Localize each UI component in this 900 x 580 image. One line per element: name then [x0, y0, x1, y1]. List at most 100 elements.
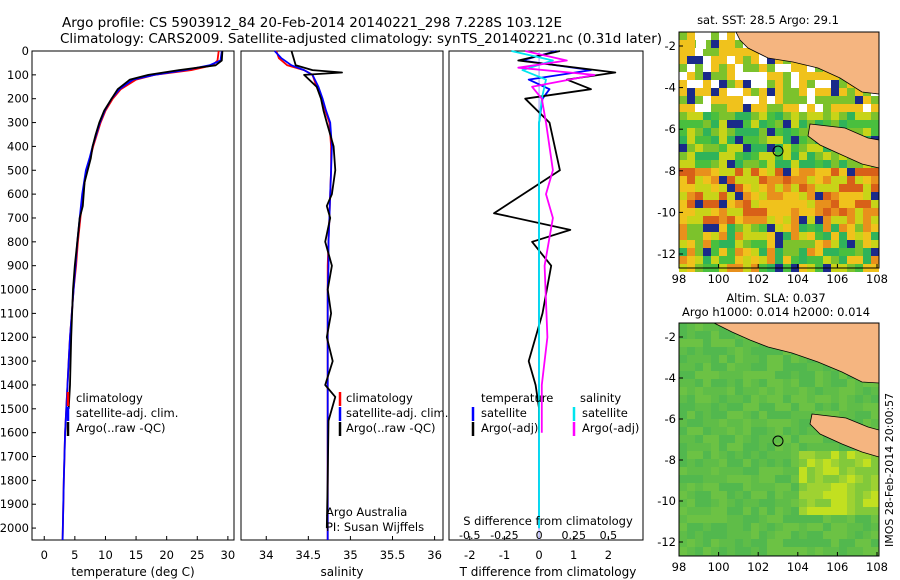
sst-cell: [847, 104, 855, 112]
sst-cell: [751, 208, 759, 216]
sst-cell: [871, 96, 879, 104]
sst-cell: [751, 184, 759, 192]
sla-cell: [791, 499, 799, 507]
sst-cell: [783, 168, 791, 176]
sst-cell: [767, 240, 775, 248]
sla-map: Altim. SLA: 0.037 Argo h1000: 0.014 h200…: [657, 291, 888, 574]
sst-cell: [735, 144, 743, 152]
sst-cell: [831, 200, 839, 208]
sla-cell: [751, 347, 759, 355]
sla-cell: [839, 379, 847, 387]
sla-cell: [791, 475, 799, 483]
sst-cell: [783, 72, 791, 80]
s-tick-label: 0: [536, 529, 543, 542]
sst-cell: [711, 112, 719, 120]
sst-cell: [711, 216, 719, 224]
sst-cell: [735, 128, 743, 136]
sla-cell: [695, 539, 703, 547]
sst-cell: [751, 88, 759, 96]
sla-cell: [743, 371, 751, 379]
sla-cell: [727, 515, 735, 523]
sla-cell: [807, 387, 815, 395]
sla-cell: [743, 427, 751, 435]
sla-cell: [759, 491, 767, 499]
sst-cell: [775, 104, 783, 112]
sst-cell: [775, 96, 783, 104]
sst-cell: [767, 120, 775, 128]
sst-cell: [743, 136, 751, 144]
sst-cell: [695, 128, 703, 136]
sla-cell: [711, 451, 719, 459]
sla-cell: [743, 475, 751, 483]
sst-cell: [735, 40, 743, 48]
sst-cell: [751, 144, 759, 152]
sla-cell: [679, 475, 687, 483]
sst-cell: [767, 168, 775, 176]
y-tick-label: 1300: [0, 354, 29, 368]
depth-axis: 0 100 200 300 400 500 600 700 800 900 1000 1100 1200…: [0, 44, 36, 535]
sst-cell: [775, 216, 783, 224]
sst-cell: [735, 160, 743, 168]
sst-cell: [815, 104, 823, 112]
sla-cell: [855, 523, 863, 531]
sst-cell: [679, 224, 687, 232]
sst-cell: [775, 256, 783, 264]
sst-cell: [711, 88, 719, 96]
sla-cell: [735, 411, 743, 419]
sla-cell: [735, 475, 743, 483]
sst-cell: [839, 152, 847, 160]
sla-cell: [679, 387, 687, 395]
sst-cell: [695, 64, 703, 72]
sst-cell: [751, 120, 759, 128]
sla-cell: [815, 403, 823, 411]
sla-cell: [823, 515, 831, 523]
sst-cell: [799, 112, 807, 120]
sla-cell: [775, 483, 783, 491]
sla-cell: [863, 475, 871, 483]
sla-cell: [807, 531, 815, 539]
sst-cell: [687, 232, 695, 240]
sla-cell: [775, 347, 783, 355]
sst-cell: [775, 72, 783, 80]
map-y-tick-label: -6: [665, 412, 676, 426]
sla-cell: [711, 347, 719, 355]
sst-cell: [823, 232, 831, 240]
map-y-tick-label: -6: [665, 122, 676, 136]
sla-cell: [799, 411, 807, 419]
sst-cell: [679, 104, 687, 112]
sla-cell: [791, 531, 799, 539]
sst-cell: [687, 200, 695, 208]
sst-cell: [759, 80, 767, 88]
y-tick-label: 1600: [0, 426, 29, 440]
sst-cell: [791, 176, 799, 184]
sst-cell: [751, 248, 759, 256]
sst-cell: [735, 224, 743, 232]
map-x-tick-label: 102: [747, 272, 769, 286]
sst-cell: [727, 104, 735, 112]
sla-cell: [687, 443, 695, 451]
map-y-tick-label: -8: [665, 453, 676, 467]
sla-cell: [855, 411, 863, 419]
x-tick-label: 36: [427, 548, 442, 562]
sla-cell: [703, 515, 711, 523]
sla-cell: [743, 547, 751, 555]
sst-cell: [759, 112, 767, 120]
sst-cell: [719, 200, 727, 208]
sst-cell: [815, 176, 823, 184]
sst-cell: [759, 88, 767, 96]
argo-position-marker: [772, 145, 784, 157]
sla-cell: [807, 507, 815, 515]
sla-cell: [847, 507, 855, 515]
sla-cell: [871, 395, 879, 403]
sst-cell: [847, 96, 855, 104]
sla-cell: [695, 443, 703, 451]
sst-cell: [711, 120, 719, 128]
sla-cell: [719, 491, 727, 499]
sla-cell: [719, 443, 727, 451]
sla-cell: [727, 531, 735, 539]
x-tick-label: 15: [129, 548, 144, 562]
sla-cell: [751, 435, 759, 443]
sla-cell: [799, 467, 807, 475]
sst-cell: [719, 232, 727, 240]
sst-cell: [719, 240, 727, 248]
